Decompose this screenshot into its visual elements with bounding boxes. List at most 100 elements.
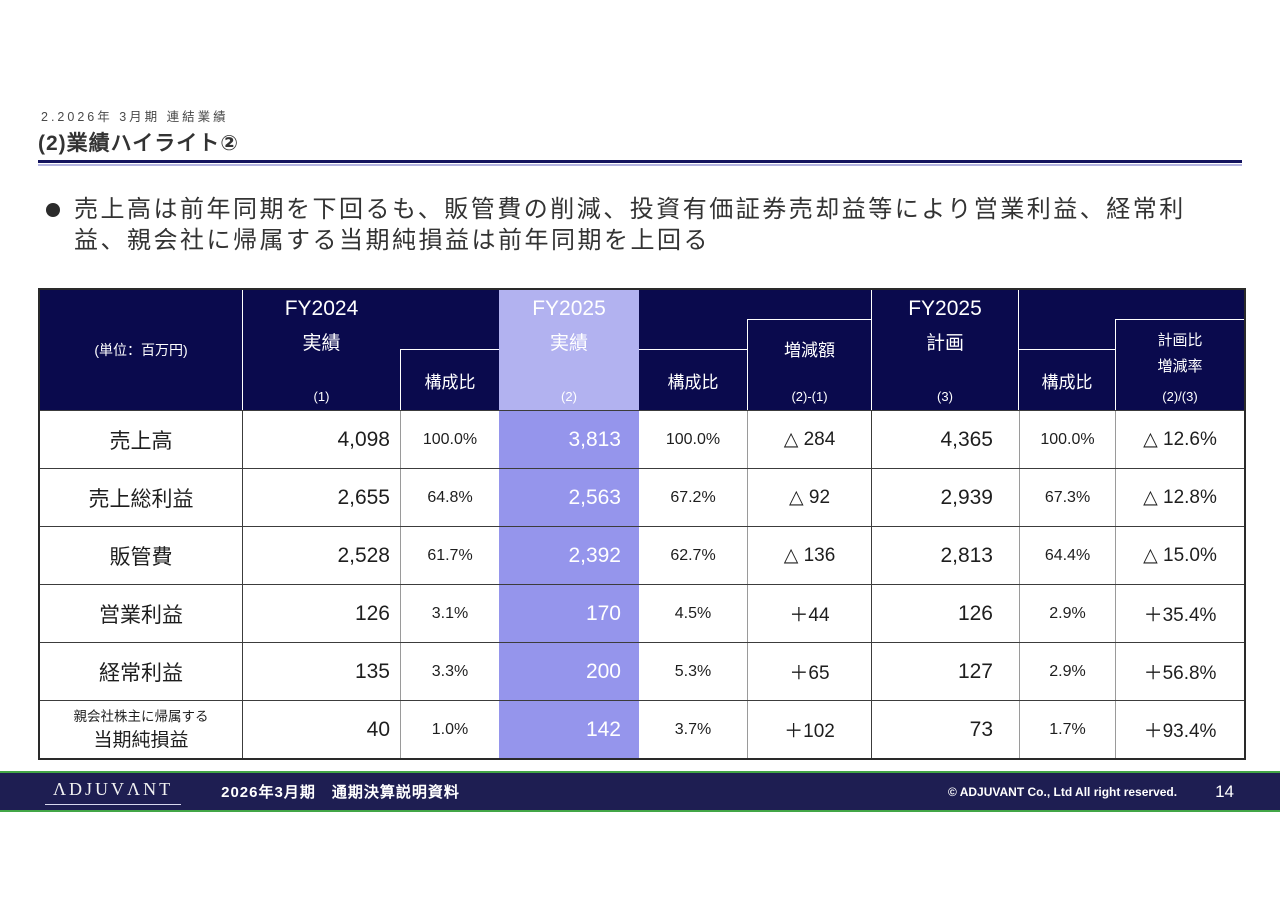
cell-ratio2: 3.7% [674, 720, 712, 738]
cell-fy2024: 4,098 [242, 411, 400, 468]
table-header: (単位：百万円) FY2024 実績 (1) 構成比 FY2025 実績 (2)… [40, 290, 1244, 410]
cell-plan-ratio: △ 15.0% [1115, 527, 1244, 584]
header-cell-fy2025-actual: FY2025 実績 (2) [499, 290, 639, 410]
cell-fy2024: 2,528 [242, 527, 400, 584]
cell-fy2024: 126 [242, 585, 400, 642]
header-cell-unit: (単位：百万円) [40, 290, 242, 410]
cell-plan-ratio: △ 12.8% [1115, 469, 1244, 526]
cell-ratio1: 100.0% [400, 411, 499, 468]
cell-ratio2: 5.3% [674, 662, 712, 680]
cell-fy2025: 200 [499, 643, 639, 700]
header-cell-fy2024: FY2024 実績 (1) [242, 290, 400, 410]
ratio1-label: 構成比 [400, 349, 499, 410]
cell-fy2024: 40 [242, 701, 400, 758]
fy2024-subtitle: 実績 [302, 333, 341, 354]
row-label: 親会社株主に帰属する 当期純損益 [73, 708, 209, 751]
cell-plan-ratio: △ 12.6% [1115, 411, 1244, 468]
cell-fy2025: 170 [499, 585, 639, 642]
page-number: 14 [1215, 781, 1234, 801]
cell-diff: △ 284 [747, 411, 871, 468]
title-underline-light [38, 164, 1242, 166]
cell-plan: 73 [871, 701, 1019, 758]
cell-diff: ＋102 [747, 701, 871, 758]
summary-text-line1: 売上高は前年同期を下回るも、販管費の削減、投資有価証券売却益等により営業利益、経… [74, 196, 1186, 223]
cell-plan: 126 [871, 585, 1019, 642]
cell-plan-ratio: ＋93.4% [1115, 701, 1244, 758]
bullet-icon [46, 203, 60, 217]
plan-ratio-label1: 計画比 [1157, 332, 1203, 349]
header-cell-ratio2: 構成比 [639, 290, 747, 410]
company-logo: ΛDJUVΛNT [45, 779, 182, 805]
cell-fy2025: 2,392 [499, 527, 639, 584]
cell-fy2025: 142 [499, 701, 639, 758]
cell-plan: 127 [871, 643, 1019, 700]
cell-ratio3: 67.3% [1019, 469, 1115, 526]
header-cell-ratio1: 構成比 [400, 290, 499, 410]
cell-ratio1: 3.3% [400, 643, 499, 700]
ratio3-label: 構成比 [1019, 349, 1115, 410]
summary-text-line2: 益、親会社に帰属する当期純損益は前年同期を上回る [74, 227, 710, 254]
table-row: 経常利益 135 3.3% 200 5.3% ＋65 127 2.9% ＋56.… [40, 642, 1244, 700]
cell-diff: ＋44 [747, 585, 871, 642]
table-row: 親会社株主に帰属する 当期純損益 40 1.0% 142 3.7% ＋102 73… [40, 700, 1244, 758]
breadcrumb: 2.2026年 3月期 連結業績 [41, 110, 229, 124]
cell-diff: ＋65 [747, 643, 871, 700]
cell-ratio3: 1.7% [1019, 701, 1115, 758]
plan-ref: (3) [937, 389, 953, 404]
diff-box: 増減額 (2)-(1) [747, 319, 871, 410]
header-cell-plan-ratio: 計画比 増減率 (2)/(3) [1115, 290, 1244, 410]
row-label: 売上総利益 [88, 487, 194, 511]
cell-ratio3: 2.9% [1019, 585, 1115, 642]
fy2024-ref: (1) [313, 389, 330, 404]
row-label: 販管費 [109, 545, 173, 569]
cell-plan: 2,939 [871, 469, 1019, 526]
cell-fy2025: 3,813 [499, 411, 639, 468]
cell-ratio2: 4.5% [674, 604, 712, 622]
cell-fy2024: 2,655 [242, 469, 400, 526]
header-cell-ratio3: 構成比 [1019, 290, 1115, 410]
cell-plan: 4,365 [871, 411, 1019, 468]
plan-ratio-box: 計画比 増減率 (2)/(3) [1115, 319, 1244, 410]
fy2025-subtitle: 実績 [549, 333, 588, 354]
cell-ratio3: 2.9% [1019, 643, 1115, 700]
page-title: (2)業績ハイライト② [38, 132, 240, 155]
cell-ratio2: 100.0% [665, 430, 721, 448]
table-row: 販管費 2,528 61.7% 2,392 62.7% △ 136 2,813 … [40, 526, 1244, 584]
cell-ratio1: 61.7% [400, 527, 499, 584]
table-row: 売上総利益 2,655 64.8% 2,563 67.2% △ 92 2,939… [40, 468, 1244, 526]
footer-copyright: © ADJUVANT Co., Ltd All right reserved. [947, 784, 1178, 799]
cell-ratio3: 100.0% [1019, 411, 1115, 468]
cell-plan-ratio: ＋35.4% [1115, 585, 1244, 642]
title-underline [38, 160, 1242, 166]
fy2025-ref: (2) [561, 389, 577, 404]
row-label: 営業利益 [99, 603, 183, 627]
fy2025-title: FY2025 [532, 297, 606, 320]
ratio2-label: 構成比 [639, 349, 747, 410]
cell-ratio1: 3.1% [400, 585, 499, 642]
summary-text: 売上高は前年同期を下回るも、販管費の削減、投資有価証券売却益等により営業利益、経… [74, 194, 1186, 256]
footer-bar: ΛDJUVΛNT 2026年3月期 通期決算説明資料 © ADJUVANT Co… [0, 771, 1280, 812]
cell-ratio1: 64.8% [400, 469, 499, 526]
header-cell-fy2025-plan: FY2025 計画 (3) [871, 290, 1019, 410]
cell-diff: △ 136 [747, 527, 871, 584]
plan-title: FY2025 [908, 297, 982, 320]
title-underline-dark [38, 160, 1242, 163]
cell-ratio2: 62.7% [670, 546, 716, 564]
fy2024-title: FY2024 [284, 297, 359, 320]
diff-ref: (2)-(1) [791, 389, 828, 404]
cell-plan: 2,813 [871, 527, 1019, 584]
row-label: 経常利益 [99, 661, 183, 685]
header-cell-diff: 増減額 (2)-(1) [747, 290, 871, 410]
plan-subtitle: 計画 [925, 333, 964, 354]
table-row: 営業利益 126 3.1% 170 4.5% ＋44 126 2.9% ＋35.… [40, 584, 1244, 642]
plan-ratio-ref: (2)/(3) [1162, 389, 1198, 404]
footer-doc-title: 2026年3月期 通期決算説明資料 [221, 784, 460, 801]
cell-plan-ratio: ＋56.8% [1115, 643, 1244, 700]
cell-fy2025: 2,563 [499, 469, 639, 526]
cell-ratio3: 64.4% [1019, 527, 1115, 584]
cell-fy2024: 135 [242, 643, 400, 700]
row-label: 売上高 [109, 429, 173, 453]
cell-ratio1: 1.0% [400, 701, 499, 758]
cell-diff: △ 92 [747, 469, 871, 526]
